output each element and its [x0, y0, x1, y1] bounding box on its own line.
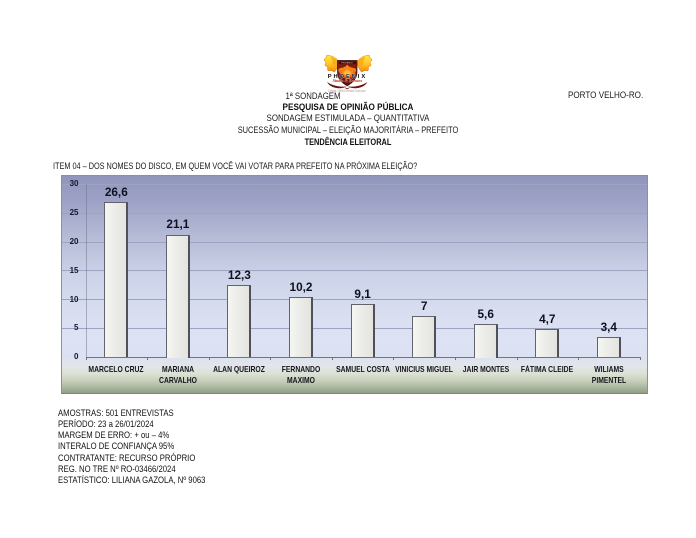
svg-text:PHOENIX: PHOENIX: [341, 63, 353, 65]
svg-text:PHOENIX: PHOENIX: [328, 74, 367, 80]
svg-text:Studio & Eventos: Studio & Eventos: [333, 78, 363, 83]
